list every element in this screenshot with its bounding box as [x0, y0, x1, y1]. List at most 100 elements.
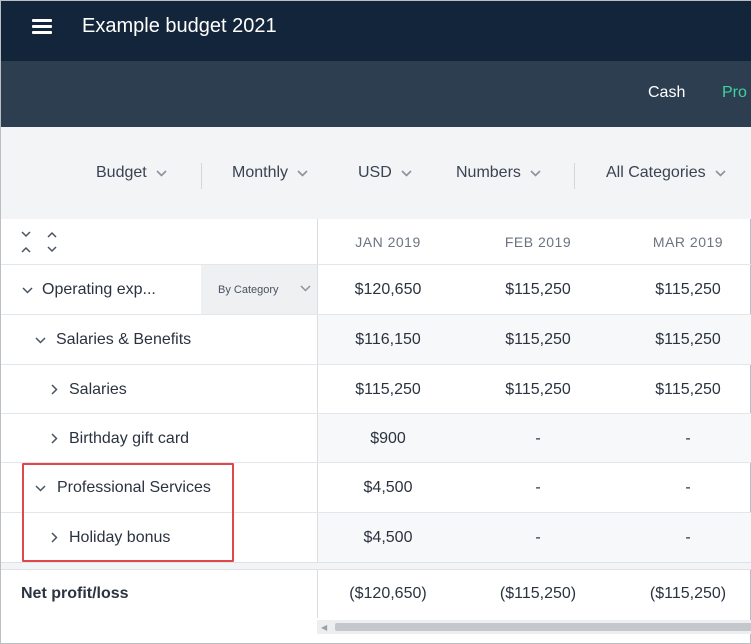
- total-value: ($120,650): [349, 585, 427, 602]
- row-label: Salaries: [69, 380, 127, 398]
- scrollbar-thumb[interactable]: [335, 623, 751, 631]
- row-label: Holiday bonus: [69, 528, 171, 546]
- period-dropdown-label: Monthly: [232, 164, 289, 181]
- cell-value: $900: [370, 429, 406, 447]
- table-row[interactable]: Professional Services $4,500 - -: [1, 463, 751, 513]
- scenario-dropdown-label: Budget: [96, 164, 147, 181]
- chevron-down-icon: [297, 169, 308, 177]
- cell-value: -: [685, 479, 691, 496]
- row-label: Operating exp...: [42, 281, 156, 298]
- filter-divider: [574, 163, 575, 189]
- table-row[interactable]: Birthday gift card $900 - -: [1, 414, 751, 463]
- cell-value: $120,650: [354, 281, 422, 298]
- total-value: ($115,250): [649, 585, 727, 602]
- row-label: Salaries & Benefits: [56, 331, 192, 348]
- row-label-cell: Professional Services: [1, 463, 317, 513]
- column-divider: [317, 463, 318, 513]
- row-divider: [1, 413, 751, 414]
- row-divider: [1, 364, 751, 365]
- column-header: FEB 2019: [458, 219, 618, 265]
- currency-dropdown[interactable]: USD: [358, 164, 412, 182]
- chevron-down-icon[interactable]: [35, 336, 46, 344]
- row-divider: [1, 264, 751, 265]
- total-row: Net profit/loss ($120,650) ($115,250) ($…: [1, 570, 751, 618]
- column-header-label: JAN 2019: [355, 234, 421, 250]
- column-divider: [317, 365, 318, 414]
- horizontal-scrollbar[interactable]: ◀: [317, 620, 751, 634]
- column-divider: [317, 570, 318, 618]
- scroll-left-icon[interactable]: ◀: [321, 623, 328, 632]
- chevron-down-icon: [715, 169, 726, 177]
- row-label-cell: Birthday gift card: [1, 414, 317, 463]
- row-label: Professional Services: [57, 479, 211, 496]
- column-header: JAN 2019: [318, 219, 458, 265]
- group-by-dropdown[interactable]: By Category: [201, 265, 317, 315]
- column-divider: [317, 219, 318, 265]
- total-label: Net profit/loss: [21, 585, 129, 602]
- column-header: MAR 2019: [618, 219, 751, 265]
- chevron-down-icon[interactable]: [35, 484, 46, 492]
- budget-table: JAN 2019 FEB 2019 MAR 2019 Operating exp…: [1, 219, 751, 644]
- chevron-down-icon: [401, 169, 412, 177]
- expand-collapse-all-icon[interactable]: [19, 228, 63, 256]
- period-dropdown[interactable]: Monthly: [232, 164, 308, 182]
- menu-icon[interactable]: [32, 19, 52, 35]
- column-header-label: FEB 2019: [504, 234, 572, 250]
- chevron-down-icon: [300, 285, 311, 292]
- chevron-right-icon[interactable]: [51, 532, 58, 543]
- table-row[interactable]: Salaries & Benefits $116,150 $115,250 $1…: [1, 315, 751, 365]
- format-dropdown[interactable]: Numbers: [456, 164, 541, 182]
- cell-value: -: [685, 528, 691, 546]
- column-divider: [317, 315, 318, 365]
- table-row[interactable]: Operating exp... By Category $120,650 $1…: [1, 265, 751, 315]
- categories-dropdown[interactable]: All Categories: [606, 164, 726, 182]
- total-value: ($115,250): [499, 585, 577, 602]
- cell-value: $4,500: [363, 479, 413, 496]
- row-divider: [1, 462, 751, 463]
- row-label-cell: Operating exp...: [1, 265, 317, 315]
- chevron-down-icon[interactable]: [22, 286, 33, 294]
- cell-value: $115,250: [655, 380, 721, 398]
- cell-value: -: [535, 429, 541, 447]
- row-label-cell: Salaries & Benefits: [1, 315, 317, 365]
- cell-value: -: [535, 479, 541, 496]
- tab-profit[interactable]: Pro: [722, 84, 747, 101]
- group-by-label: By Category: [218, 284, 279, 296]
- row-label: Birthday gift card: [69, 429, 190, 447]
- cell-value: $115,250: [655, 331, 721, 348]
- app-header: Example budget 2021: [1, 1, 751, 61]
- format-dropdown-label: Numbers: [456, 164, 521, 181]
- table-row[interactable]: Holiday bonus $4,500 - -: [1, 513, 751, 562]
- row-label-cell: Net profit/loss: [1, 570, 317, 618]
- chevron-right-icon[interactable]: [51, 433, 58, 444]
- chevron-down-icon: [530, 169, 541, 177]
- cell-value: $115,250: [655, 281, 721, 298]
- cell-value: $115,250: [505, 331, 571, 348]
- table-row[interactable]: Salaries $115,250 $115,250 $115,250: [1, 365, 751, 414]
- row-divider: [1, 512, 751, 513]
- expand-collapse-controls: [1, 219, 317, 265]
- cell-value: $115,250: [355, 380, 421, 398]
- chevron-right-icon[interactable]: [51, 384, 58, 395]
- filter-divider: [201, 163, 202, 189]
- column-divider: [317, 513, 318, 562]
- cell-value: $4,500: [363, 528, 413, 546]
- app-title: Example budget 2021: [82, 15, 277, 37]
- column-divider: [317, 414, 318, 463]
- cell-value: -: [535, 528, 541, 546]
- currency-dropdown-label: USD: [358, 164, 392, 181]
- categories-dropdown-label: All Categories: [606, 164, 706, 181]
- cell-value: $115,250: [505, 380, 571, 398]
- cell-value: -: [685, 429, 691, 447]
- tab-cash[interactable]: Cash: [648, 84, 686, 101]
- column-header-label: MAR 2019: [652, 234, 724, 250]
- cell-value: $115,250: [505, 281, 571, 298]
- cell-value: $116,150: [355, 331, 421, 348]
- column-divider: [317, 265, 318, 315]
- table-header-row: JAN 2019 FEB 2019 MAR 2019: [1, 219, 751, 265]
- row-label-cell: Holiday bonus: [1, 513, 317, 562]
- scenario-dropdown[interactable]: Budget: [96, 164, 167, 182]
- chevron-down-icon: [156, 169, 167, 177]
- row-label-cell: Salaries: [1, 365, 317, 414]
- row-divider: [1, 314, 751, 315]
